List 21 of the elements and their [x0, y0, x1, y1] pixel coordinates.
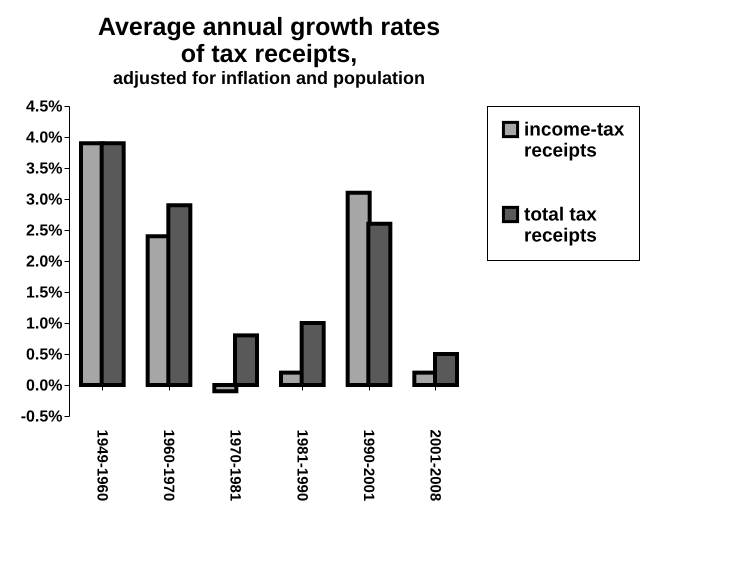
- y-tick-label: 3.0%: [26, 192, 62, 208]
- y-tick-label: 1.0%: [26, 316, 62, 332]
- y-tick-label: 1.5%: [26, 284, 62, 302]
- y-tick-label: 4.0%: [26, 130, 62, 146]
- y-tick-label: 3.5%: [26, 160, 62, 178]
- legend-label: total tax receipts: [524, 204, 598, 246]
- x-tick-label: 1960-1970: [160, 430, 177, 502]
- y-tick-label: -0.5%: [20, 408, 62, 426]
- y-tick-label: 4.5%: [26, 98, 62, 116]
- chart-title: Average annual growth rates of tax receipts,: [98, 13, 440, 68]
- x-tick-label: 1949-1960: [93, 430, 110, 502]
- y-tick-label: 0.0%: [26, 378, 62, 394]
- chart-subtitle: adjusted for inflation and population: [113, 68, 425, 88]
- x-tick-label: 2001-2008: [426, 430, 444, 502]
- x-tick-label: 1990-2001: [360, 430, 377, 502]
- x-tick-label: 1981-1990: [293, 430, 310, 502]
- x-tick-label: 1970-1981: [226, 430, 244, 502]
- y-tick-label: 0.5%: [26, 346, 62, 364]
- y-tick-label: 2.0%: [26, 254, 62, 270]
- legend-label: income-tax receipts: [524, 120, 625, 162]
- y-tick-label: 2.5%: [26, 222, 62, 240]
